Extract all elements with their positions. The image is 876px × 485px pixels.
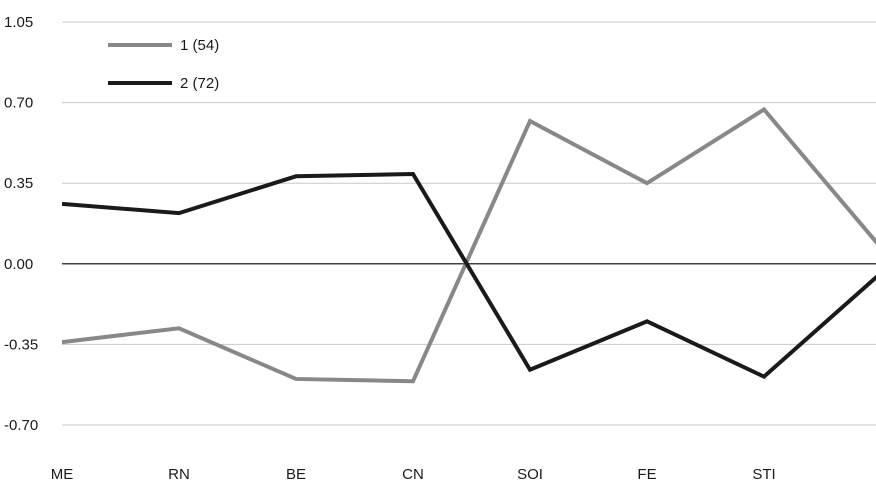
x-tick-label: ME (51, 466, 74, 483)
y-tick-label: 0.00 (4, 256, 33, 273)
x-tick-label: FE (637, 466, 656, 483)
x-tick-label: RN (168, 466, 190, 483)
y-tick-label: -0.70 (4, 417, 38, 434)
series-lines (61, 106, 876, 384)
x-tick-label: SOI (517, 466, 543, 483)
x-tick-label: STI (752, 466, 775, 483)
y-tick-label: 1.05 (4, 14, 33, 31)
y-tick-label: -0.35 (4, 336, 38, 353)
legend-label-1: 1 (54) (180, 37, 219, 54)
legend: 1 (54) 2 (72) (108, 37, 219, 92)
x-axis-tick-labels: MERNBECNSOIFESTIC (51, 466, 876, 483)
x-tick-label: CN (402, 466, 424, 483)
y-tick-label: 0.70 (4, 95, 33, 112)
grid-lines (62, 21, 876, 426)
y-tick-label: 0.35 (4, 175, 33, 192)
y-axis-tick-labels: 1.05 0.70 0.35 0.00 -0.35 -0.70 (4, 14, 38, 434)
legend-label-2: 2 (72) (180, 75, 219, 92)
x-tick-label: BE (286, 466, 306, 483)
series-line-1 (61, 106, 876, 384)
series-line-2 (61, 171, 876, 380)
